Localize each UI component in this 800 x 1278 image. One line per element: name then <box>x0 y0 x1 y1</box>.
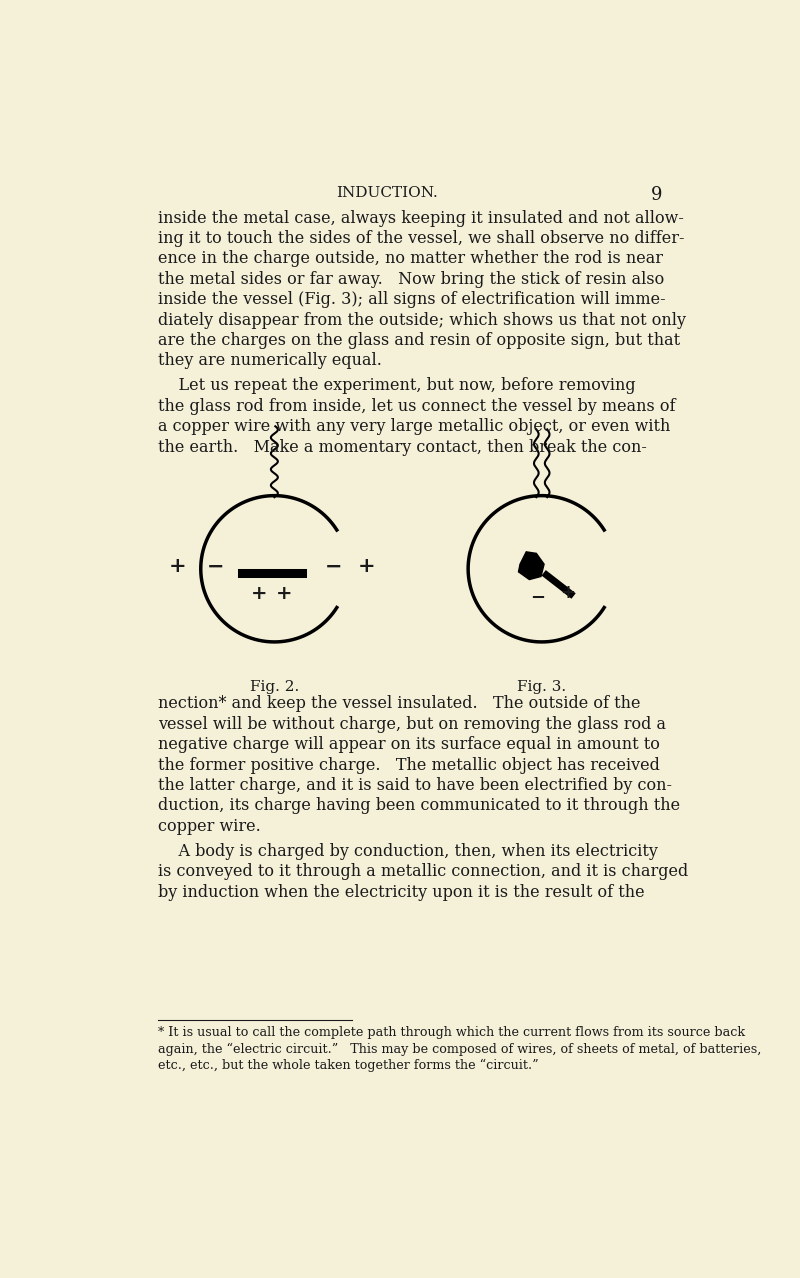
Text: −: − <box>325 556 342 576</box>
Text: +: + <box>169 556 186 576</box>
Text: vessel will be without charge, but on removing the glass rod a: vessel will be without charge, but on re… <box>158 716 666 732</box>
Text: they are numerically equal.: they are numerically equal. <box>158 353 382 369</box>
Text: +: + <box>358 556 375 576</box>
Text: +: + <box>275 585 292 603</box>
Text: the metal sides or far away.   Now bring the stick of resin also: the metal sides or far away. Now bring t… <box>158 271 664 288</box>
Text: a copper wire with any very large metallic object, or even with: a copper wire with any very large metall… <box>158 418 670 436</box>
Text: the glass rod from inside, let us connect the vessel by means of: the glass rod from inside, let us connec… <box>158 397 676 415</box>
Text: is conveyed to it through a metallic connection, and it is charged: is conveyed to it through a metallic con… <box>158 864 688 881</box>
Text: are the charges on the glass and resin of opposite sign, but that: are the charges on the glass and resin o… <box>158 332 680 349</box>
Text: ence in the charge outside, no matter whether the rod is near: ence in the charge outside, no matter wh… <box>158 250 663 267</box>
Text: inside the vessel (Fig. 3); all signs of electrification will imme-: inside the vessel (Fig. 3); all signs of… <box>158 291 666 308</box>
Text: Fig. 2.: Fig. 2. <box>250 680 299 694</box>
Text: the earth.   Make a momentary contact, then break the con-: the earth. Make a momentary contact, the… <box>158 438 647 456</box>
Text: etc., etc., but the whole taken together forms the “circuit.”: etc., etc., but the whole taken together… <box>158 1059 538 1072</box>
Text: negative charge will appear on its surface equal in amount to: negative charge will appear on its surfa… <box>158 736 660 753</box>
Text: −: − <box>530 589 546 607</box>
Text: +: + <box>250 585 267 603</box>
Text: inside the metal case, always keeping it insulated and not allow-: inside the metal case, always keeping it… <box>158 210 684 226</box>
Text: the former positive charge.   The metallic object has received: the former positive charge. The metallic… <box>158 757 660 773</box>
Text: copper wire.: copper wire. <box>158 818 261 835</box>
Text: duction, its charge having been communicated to it through the: duction, its charge having been communic… <box>158 797 680 814</box>
Text: Let us repeat the experiment, but now, before removing: Let us repeat the experiment, but now, b… <box>158 377 636 395</box>
Text: by induction when the electricity upon it is the result of the: by induction when the electricity upon i… <box>158 883 645 901</box>
Text: 9: 9 <box>650 187 662 204</box>
Text: diately disappear from the outside; which shows us that not only: diately disappear from the outside; whic… <box>158 312 686 328</box>
Text: the latter charge, and it is said to have been electrified by con-: the latter charge, and it is said to hav… <box>158 777 672 794</box>
Text: ing it to touch the sides of the vessel, we shall observe no differ-: ing it to touch the sides of the vessel,… <box>158 230 685 247</box>
Text: +: + <box>560 584 575 602</box>
Text: −: − <box>206 556 224 576</box>
Polygon shape <box>518 552 544 579</box>
Text: Fig. 3.: Fig. 3. <box>517 680 566 694</box>
Text: nection* and keep the vessel insulated.   The outside of the: nection* and keep the vessel insulated. … <box>158 695 641 712</box>
Text: INDUCTION.: INDUCTION. <box>336 187 438 201</box>
Text: A body is charged by conduction, then, when its electricity: A body is charged by conduction, then, w… <box>158 843 658 860</box>
Text: * It is usual to call the complete path through which the current flows from its: * It is usual to call the complete path … <box>158 1026 746 1039</box>
Text: again, the “electric circuit.”   This may be composed of wires, of sheets of met: again, the “electric circuit.” This may … <box>158 1043 762 1056</box>
